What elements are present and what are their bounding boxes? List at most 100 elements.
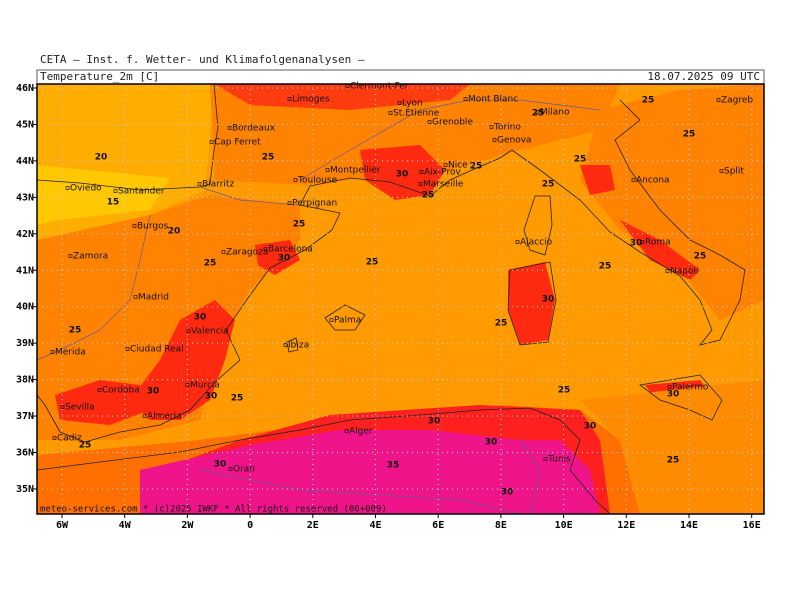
- contour-label: 25: [542, 180, 555, 190]
- city-marker: [125, 347, 130, 351]
- city-marker: [418, 182, 423, 186]
- city-marker: [631, 178, 636, 182]
- city-label: St.Etienne: [393, 109, 440, 119]
- contour-label: 25: [558, 386, 571, 396]
- city-label: Santander: [118, 187, 165, 197]
- lat-tick-label: 41N: [16, 265, 34, 276]
- city-label: Biarritz: [202, 180, 234, 190]
- city-label: Zaragoza: [226, 248, 268, 258]
- contour-label: 25: [231, 394, 244, 404]
- city-label: Alger: [349, 427, 373, 437]
- city-marker: [287, 201, 292, 205]
- city-label: Oran: [233, 465, 255, 475]
- contour-label: 30: [485, 438, 498, 448]
- footer-credit: meteo-services.com * (c)2025 IWKF * All …: [40, 505, 387, 515]
- city-label: Napoli: [670, 267, 698, 277]
- city-label: Zagreb: [721, 96, 753, 106]
- city-label: Aix-Prov: [424, 168, 462, 178]
- lat-tick-label: 44N: [16, 156, 34, 167]
- city-marker: [463, 97, 468, 101]
- city-label: Clermont-Fer: [350, 82, 409, 92]
- contour-label: 30: [630, 239, 643, 249]
- city-marker: [329, 318, 334, 322]
- lon-tick-label: 6E: [432, 520, 444, 531]
- city-label: Roma: [645, 238, 671, 248]
- lon-tick-label: 4W: [119, 520, 132, 531]
- city-marker: [287, 97, 292, 101]
- contour-label: 30: [501, 488, 514, 498]
- city-marker: [142, 414, 147, 418]
- lon-tick-label: 6W: [56, 520, 69, 531]
- city-marker: [221, 250, 226, 254]
- city-label: Barcelona: [268, 245, 313, 255]
- city-label: Cadiz: [57, 434, 82, 444]
- lat-tick-label: 46N: [16, 83, 34, 94]
- city-label: Madrid: [138, 293, 169, 303]
- city-marker: [543, 457, 548, 461]
- city-marker: [667, 385, 672, 389]
- city-marker: [492, 138, 497, 142]
- city-label: Palma: [334, 316, 361, 326]
- city-marker: [65, 186, 70, 190]
- contour-label: 20: [168, 227, 181, 237]
- contour-label: 25: [532, 109, 545, 119]
- city-label: Cordoba: [102, 386, 140, 396]
- city-label: Lyon: [402, 99, 423, 109]
- city-marker: [515, 240, 520, 244]
- contour-label: 35: [387, 461, 400, 471]
- city-marker: [97, 388, 102, 392]
- city-label: Almeria: [147, 412, 182, 422]
- contour-label: 30: [428, 417, 441, 427]
- city-marker: [325, 168, 330, 172]
- city-label: Oviedo: [70, 184, 102, 194]
- city-marker: [665, 269, 670, 273]
- lon-tick-label: 0: [247, 520, 253, 531]
- city-label: Zamora: [73, 252, 108, 262]
- contour-label: 25: [495, 319, 508, 329]
- city-marker: [397, 101, 402, 105]
- city-label: Ancona: [636, 176, 670, 186]
- city-label: Genova: [497, 136, 532, 146]
- contour-label: 25: [574, 155, 587, 165]
- contour-label: 30: [667, 390, 680, 400]
- lat-tick-label: 37N: [16, 411, 34, 422]
- contour-label: 25: [79, 441, 92, 451]
- city-marker: [388, 111, 393, 115]
- lon-tick-label: 12E: [617, 520, 635, 531]
- contour-label: 15: [107, 198, 120, 208]
- valid-time: 18.07.2025 09 UTC: [647, 70, 760, 83]
- lon-tick-label: 14E: [680, 520, 698, 531]
- city-marker: [427, 120, 432, 124]
- lat-tick-label: 35N: [16, 484, 34, 495]
- lon-tick-label: 2E: [307, 520, 319, 531]
- map-labels: Limoges Clermont-Fer LyonSt.EtienneGrenobl…: [50, 82, 753, 498]
- city-label: Perpignan: [292, 199, 337, 209]
- city-label: Murcia: [190, 381, 220, 391]
- contour-label: 30: [214, 460, 227, 470]
- contour-label: 25: [599, 262, 612, 272]
- lon-tick-label: 2W: [181, 520, 194, 531]
- city-marker: [419, 170, 424, 174]
- lat-tick-label: 40N: [16, 302, 34, 313]
- lat-tick-label: 36N: [16, 448, 34, 459]
- contour-label: 25: [293, 220, 306, 230]
- city-marker: [60, 405, 65, 409]
- city-marker: [133, 295, 138, 299]
- city-marker: [52, 436, 57, 440]
- contour-label: 25: [694, 252, 707, 262]
- lon-tick-label: 4E: [369, 520, 381, 531]
- lon-tick-label: 8E: [495, 520, 507, 531]
- city-label: Nice: [448, 161, 468, 171]
- city-marker: [489, 125, 494, 129]
- contour-label: 30: [194, 313, 207, 323]
- lat-tick-label: 45N: [16, 119, 34, 130]
- contour-label: 30: [205, 392, 218, 402]
- city-marker: [113, 189, 118, 193]
- city-marker: [132, 224, 137, 228]
- city-marker: [293, 178, 298, 182]
- contour-label: 20: [95, 153, 108, 163]
- variable: Temperature_2m [C]: [40, 70, 159, 83]
- lon-tick-label: 10E: [555, 520, 573, 531]
- city-marker: [228, 467, 233, 471]
- city-label: Merida: [55, 348, 86, 358]
